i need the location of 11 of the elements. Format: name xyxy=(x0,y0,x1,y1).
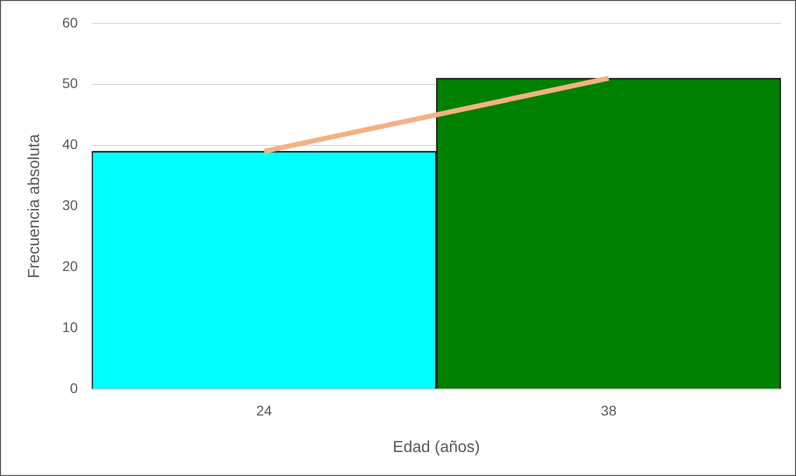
y-tick-label: 60 xyxy=(62,14,78,30)
y-axis-title: Frecuencia absoluta xyxy=(26,134,44,278)
x-tick-label: 24 xyxy=(256,402,272,418)
y-tick-label: 0 xyxy=(70,380,78,396)
x-tick-label: 38 xyxy=(600,402,617,418)
y-tick-label: 40 xyxy=(62,136,78,152)
y-tick-label: 50 xyxy=(62,75,78,92)
y-tick-label: 20 xyxy=(62,258,78,274)
y-tick-label: 30 xyxy=(62,197,78,214)
x-axis-title: Edad (años) xyxy=(392,438,480,456)
y-tick-label: 10 xyxy=(62,318,78,335)
